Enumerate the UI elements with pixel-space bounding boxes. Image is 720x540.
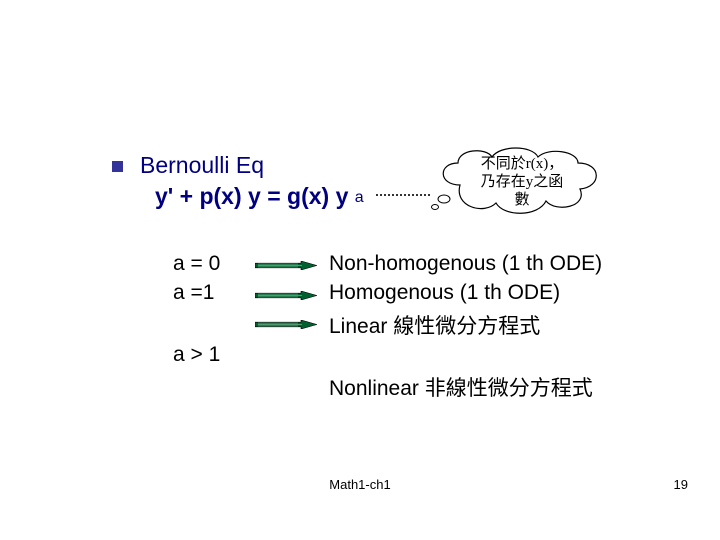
arrow-icon <box>255 291 317 300</box>
equation-body: y' + p(x) y = g(x) y <box>155 183 355 209</box>
cloud-line1: 不同於r(x)， <box>481 156 564 172</box>
desc-linear-cjk: 線性微分方程式 <box>393 314 540 338</box>
cloud-line3: 數 <box>514 192 529 208</box>
desc-linear: Linear 線性微分方程式 <box>329 310 540 340</box>
case-a-greater-1: a > 1 <box>173 343 220 367</box>
equation: y' + p(x) y = g(x) y a <box>155 183 364 210</box>
footer-text: Math1-ch1 <box>0 477 720 492</box>
desc-nonlinear-en: Nonlinear <box>329 377 425 400</box>
desc-homogeneous: Homogenous (1 th ODE) <box>329 281 560 305</box>
cloud-callout-text: 不同於r(x)， 乃存在y之函 數 <box>452 155 592 209</box>
slide: Bernoulli Eq y' + p(x) y = g(x) y a 不同於r… <box>0 0 720 540</box>
case-a-equals-0: a = 0 <box>173 252 220 276</box>
desc-nonlinear-cjk: 非線性微分方程式 <box>425 376 593 400</box>
arrow-icon <box>255 320 317 329</box>
case-a-equals-1: a =1 <box>173 281 214 305</box>
desc-nonhomogeneous: Non-homogenous (1 th ODE) <box>329 252 602 276</box>
page-number: 19 <box>674 477 688 492</box>
dotted-connector <box>376 194 430 196</box>
desc-nonlinear: Nonlinear 非線性微分方程式 <box>329 372 593 402</box>
arrow-icon <box>255 261 317 270</box>
equation-exponent: a <box>355 189 364 206</box>
bullet-icon <box>112 161 123 172</box>
desc-linear-en: Linear <box>329 315 393 338</box>
cloud-line2: 乃存在y之函 <box>481 174 564 190</box>
heading-bernoulli: Bernoulli Eq <box>140 152 264 179</box>
